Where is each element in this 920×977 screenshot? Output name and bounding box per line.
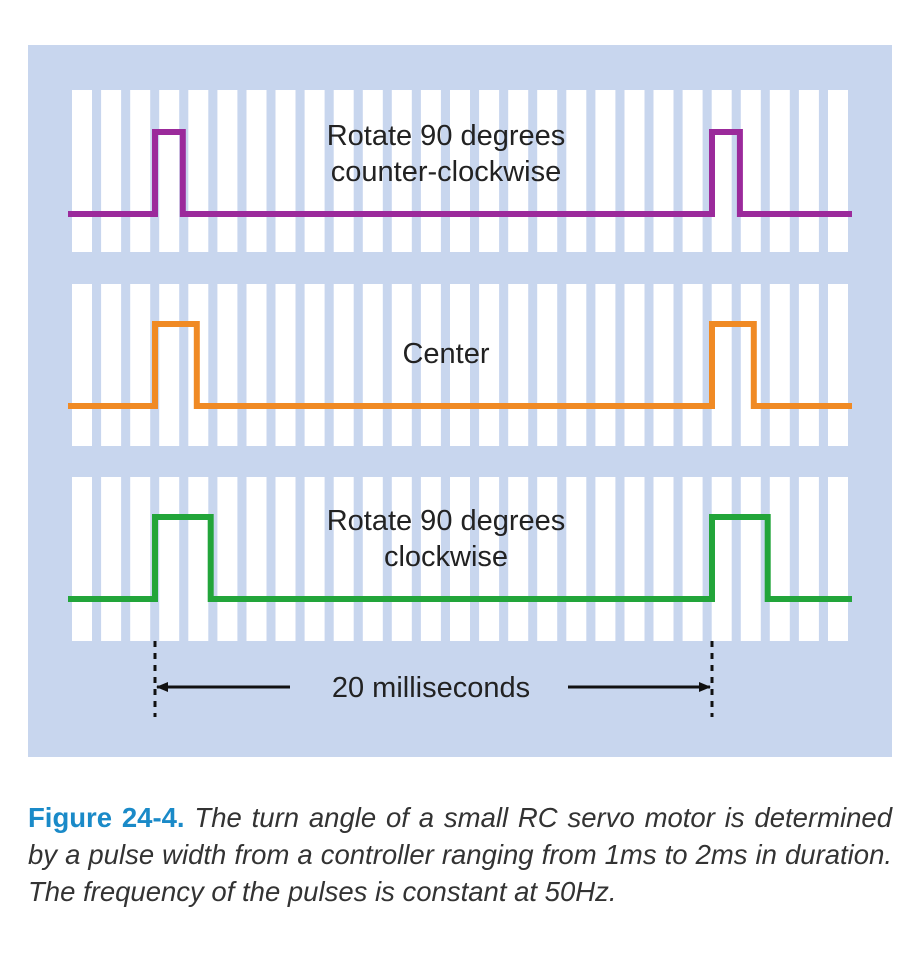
grid-stripe	[159, 284, 180, 446]
waveform-band-counter-clockwise: Rotate 90 degrees counter-clockwise	[68, 90, 852, 252]
grid-stripe	[682, 90, 703, 252]
grid-stripe	[304, 90, 325, 252]
grid-stripe	[130, 477, 151, 641]
grid-stripe	[101, 477, 122, 641]
grid-stripe	[537, 477, 558, 641]
grid-stripe	[828, 90, 848, 252]
grid-stripe	[275, 90, 296, 252]
waveform-band-center: Center	[68, 284, 852, 446]
grid-stripe	[769, 284, 790, 446]
period-indicator: 20 milliseconds	[153, 641, 714, 717]
grid-stripe	[798, 477, 819, 641]
waveform-label-line-2: counter-clockwise	[331, 156, 561, 188]
grid-stripe	[246, 90, 267, 252]
grid-stripe	[72, 90, 92, 252]
grid-stripe	[246, 477, 267, 641]
grid-stripe	[101, 90, 122, 252]
grid-stripe	[653, 477, 674, 641]
caption-text: The turn angle of a small RC servo motor…	[28, 802, 892, 907]
grid-stripe	[682, 477, 703, 641]
grid-stripe	[362, 284, 383, 446]
grid-stripe	[828, 477, 848, 641]
waveform-label-line-1: Center	[402, 338, 489, 370]
grid-stripe	[304, 284, 325, 446]
grid-stripe	[217, 90, 238, 252]
pulse-waveform-center	[68, 321, 852, 409]
grid-stripe	[72, 284, 92, 446]
grid-stripe	[159, 90, 180, 252]
grid-stripe	[682, 284, 703, 446]
grid-stripe	[624, 284, 645, 446]
grid-stripe	[333, 284, 354, 446]
waveform-label-line-2: clockwise	[384, 541, 508, 573]
grid-stripe	[246, 284, 267, 446]
grid-stripe	[566, 477, 587, 641]
waveform-label-line-1: Rotate 90 degrees	[327, 120, 566, 152]
figure-caption: Figure 24-4. The turn angle of a small R…	[28, 799, 892, 910]
grid-stripe	[508, 284, 529, 446]
grid-stripe	[333, 477, 354, 641]
diagram-panel: Rotate 90 degrees counter-clockwise Cent…	[28, 45, 892, 757]
pulse-waveform-clockwise	[68, 514, 852, 602]
grid-stripe	[362, 477, 383, 641]
grid-stripe	[624, 477, 645, 641]
grid-stripe	[217, 284, 238, 446]
grid-stripe	[740, 90, 761, 252]
grid-stripe	[508, 477, 529, 641]
grid-stripe	[304, 477, 325, 641]
grid-stripe	[595, 284, 616, 446]
servo-pulse-diagram: Rotate 90 degrees counter-clockwise Cent…	[68, 90, 852, 717]
grid-stripe	[188, 477, 209, 641]
grid-stripe	[566, 90, 587, 252]
grid-stripe	[653, 90, 674, 252]
grid-stripe	[130, 284, 151, 446]
grid-stripe	[130, 90, 151, 252]
grid-stripe	[769, 477, 790, 641]
grid-stripe	[275, 477, 296, 641]
grid-stripe	[798, 284, 819, 446]
grid-stripe	[566, 284, 587, 446]
grid-stripe	[798, 90, 819, 252]
period-label: 20 milliseconds	[332, 672, 530, 704]
waveform-band-clockwise: Rotate 90 degrees clockwise	[68, 477, 852, 641]
grid-stripe	[740, 477, 761, 641]
grid-stripe	[653, 284, 674, 446]
grid-stripe	[159, 477, 180, 641]
grid-stripe	[828, 284, 848, 446]
grid-stripe	[72, 477, 92, 641]
grid-stripe	[537, 284, 558, 446]
grid-stripe	[769, 90, 790, 252]
grid-stripe	[595, 90, 616, 252]
grid-stripe	[188, 90, 209, 252]
grid-stripe	[275, 284, 296, 446]
waveform-label-line-1: Rotate 90 degrees	[327, 505, 566, 537]
grid-stripe	[217, 477, 238, 641]
pulse-waveform-counter-clockwise	[68, 129, 852, 217]
caption-figure-number: Figure 24-4.	[28, 802, 185, 833]
grid-stripe	[101, 284, 122, 446]
grid-stripe	[595, 477, 616, 641]
grid-stripe	[624, 90, 645, 252]
